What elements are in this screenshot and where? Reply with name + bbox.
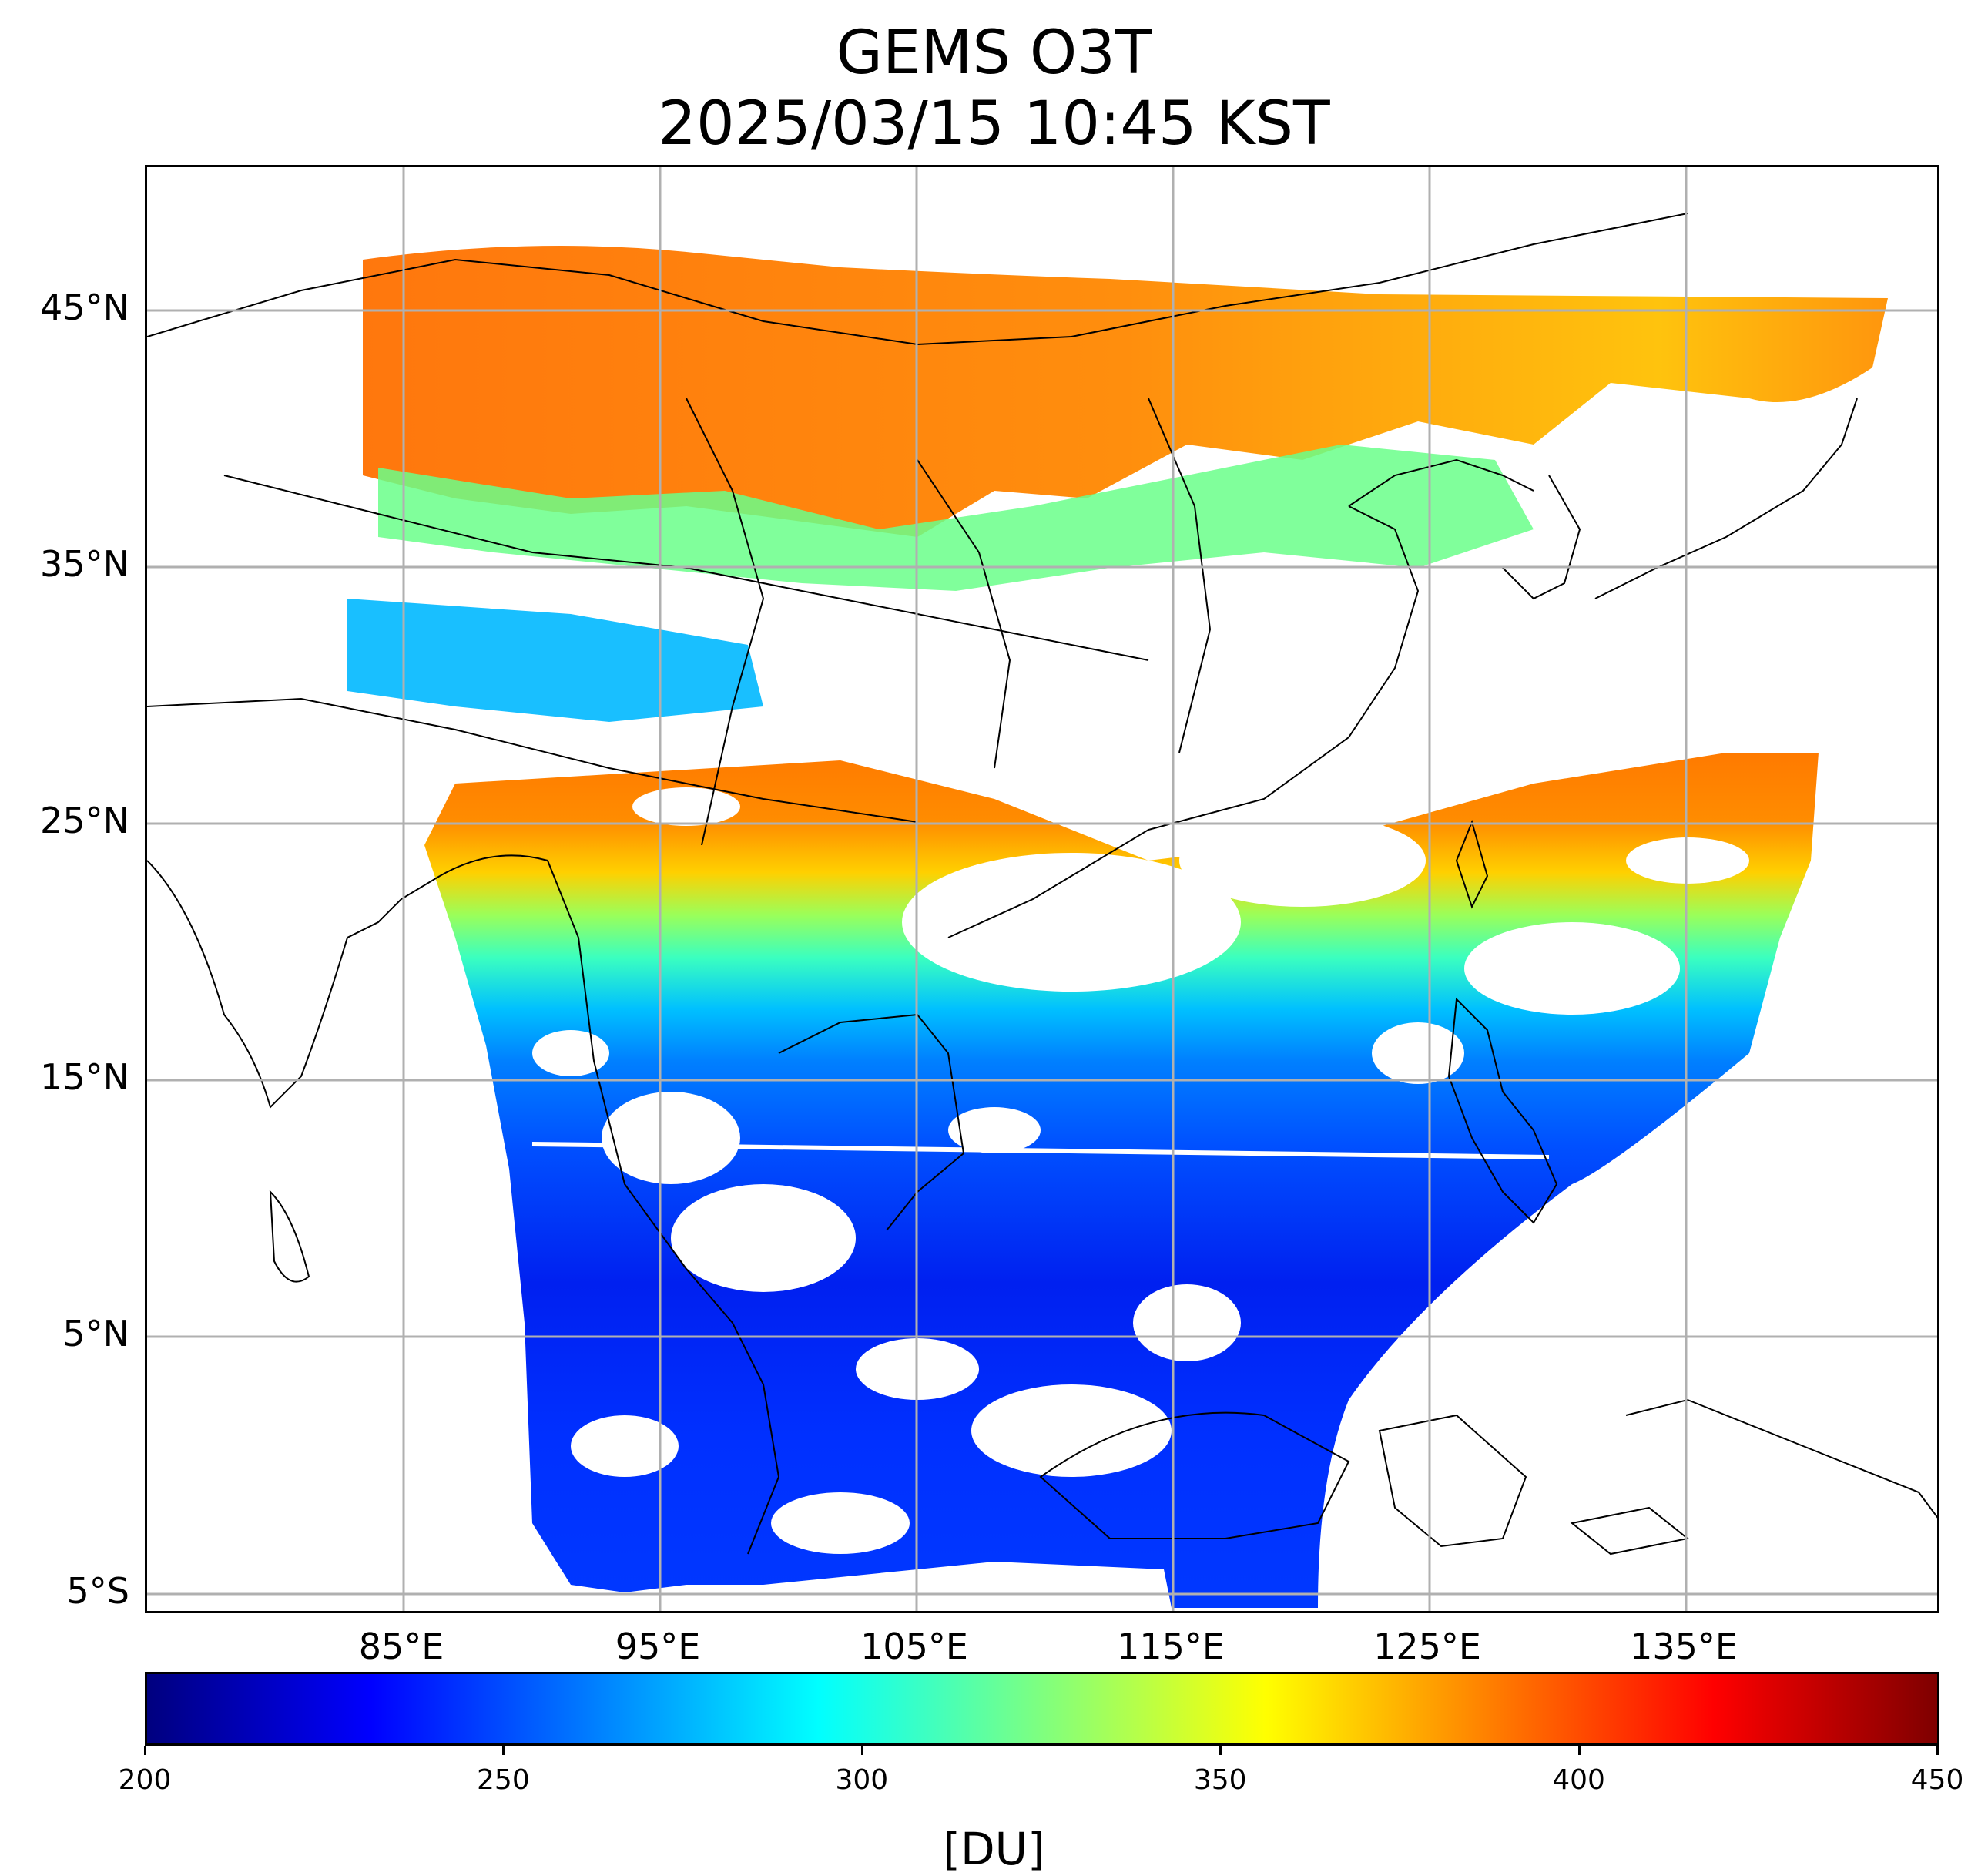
lat-label-25n: 25°N <box>40 800 129 841</box>
colorbar-tick-mark <box>860 1746 863 1755</box>
lat-label-45n: 45°N <box>40 287 129 328</box>
scan-gap-line <box>531 1142 1550 1159</box>
colorbar-tick-mark <box>1577 1746 1581 1755</box>
colorbar-tick-label: 200 <box>118 1764 172 1796</box>
colorbar-tick-mark <box>144 1746 146 1755</box>
colorbar-tick-label: 450 <box>1910 1764 1964 1796</box>
colorbar-tick-mark <box>1219 1746 1222 1755</box>
lon-label-85e: 85°E <box>358 1626 444 1667</box>
colorbar-tick-label: 350 <box>1193 1764 1247 1796</box>
lon-label-125e: 125°E <box>1373 1626 1481 1667</box>
lon-label-95e: 95°E <box>615 1626 701 1667</box>
colorbar-tick-label: 400 <box>1552 1764 1605 1796</box>
map-subtitle-datetime: 2025/03/15 10:45 KST <box>658 89 1330 159</box>
o3-northern-band <box>363 246 1888 537</box>
lon-label-135e: 135°E <box>1630 1626 1738 1667</box>
lon-label-105e: 105°E <box>860 1626 968 1667</box>
o3-tibet-cyan-band <box>347 599 763 722</box>
colorbar-tick-mark <box>502 1746 505 1755</box>
lon-label-115e: 115°E <box>1117 1626 1225 1667</box>
lat-label-35n: 35°N <box>40 543 129 585</box>
lat-label-5n: 5°N <box>62 1313 129 1354</box>
lat-label-15n: 15°N <box>40 1056 129 1098</box>
colorbar-tick-label: 250 <box>477 1764 530 1796</box>
graticule <box>147 167 1937 1611</box>
map-canvas <box>147 167 1937 1611</box>
colorbar-tick-mark <box>1936 1746 1939 1755</box>
colorbar-tick-label: 300 <box>835 1764 889 1796</box>
map-panel[interactable] <box>145 165 1939 1613</box>
colorbar-unit-label: [DU] <box>943 1823 1045 1875</box>
colorbar <box>145 1672 1939 1746</box>
map-title: GEMS O3T <box>836 18 1152 88</box>
lat-label-5s: 5°S <box>66 1570 129 1612</box>
